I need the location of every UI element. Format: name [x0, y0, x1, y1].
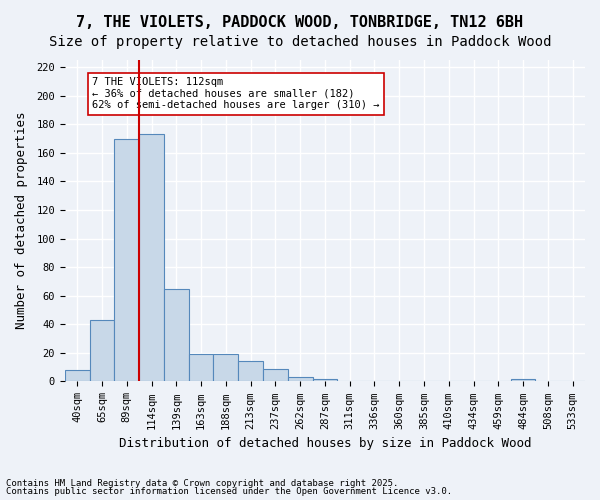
Bar: [139, 134, 164, 382]
Y-axis label: Number of detached properties: Number of detached properties: [15, 112, 28, 330]
Bar: [288, 377, 313, 382]
Text: 7, THE VIOLETS, PADDOCK WOOD, TONBRIDGE, TN12 6BH: 7, THE VIOLETS, PADDOCK WOOD, TONBRIDGE,…: [76, 15, 524, 30]
Text: Contains public sector information licensed under the Open Government Licence v3: Contains public sector information licen…: [6, 487, 452, 496]
Bar: [313, 378, 337, 382]
Bar: [263, 368, 288, 382]
Bar: [89, 320, 115, 382]
Bar: [115, 138, 139, 382]
X-axis label: Distribution of detached houses by size in Paddock Wood: Distribution of detached houses by size …: [119, 437, 531, 450]
Bar: [214, 354, 238, 382]
Text: Contains HM Land Registry data © Crown copyright and database right 2025.: Contains HM Land Registry data © Crown c…: [6, 478, 398, 488]
Text: 7 THE VIOLETS: 112sqm
← 36% of detached houses are smaller (182)
62% of semi-det: 7 THE VIOLETS: 112sqm ← 36% of detached …: [92, 77, 380, 110]
Text: Size of property relative to detached houses in Paddock Wood: Size of property relative to detached ho…: [49, 35, 551, 49]
Bar: [188, 354, 214, 382]
Bar: [511, 378, 535, 382]
Bar: [164, 288, 188, 382]
Bar: [238, 362, 263, 382]
Bar: [65, 370, 89, 382]
